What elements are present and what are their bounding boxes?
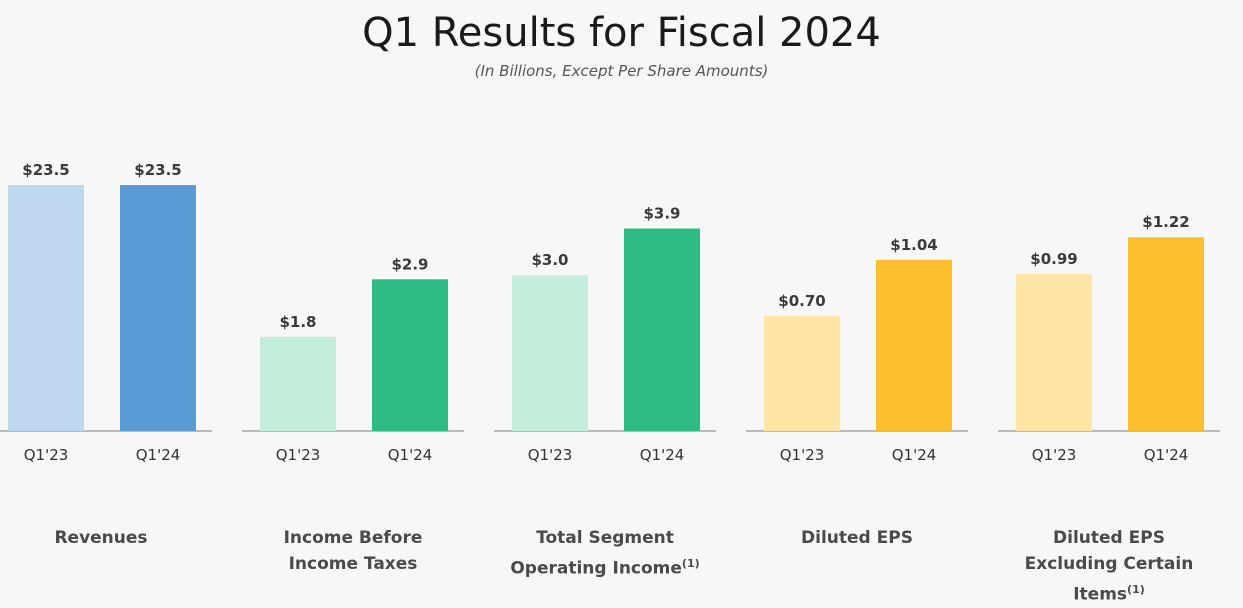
income-before-income-taxes-value-label-q1-24: $2.9 [391,255,428,273]
diluted-eps-excluding-certain-items-tick-label-q1-24: Q1'24 [1144,446,1189,464]
diluted-eps-excluding-certain-items-title-text: Excluding Certain Items [1024,554,1194,605]
income-before-income-taxes-title-line: Income Before [233,525,473,551]
diluted-eps-value-label-q1-24: $1.04 [890,236,937,254]
revenues-title: Revenues [0,525,221,551]
total-segment-operating-income-title-text: Operating Income [510,558,682,579]
diluted-eps-excluding-certain-items-title-line: Excluding Certain Items(1) [989,551,1229,608]
diluted-eps-title: Diluted EPS [737,525,977,551]
diluted-eps-value-label-q1-23: $0.70 [778,292,825,310]
total-segment-operating-income-title: Total Segment Operating Income(1) [485,525,725,582]
total-segment-operating-income-bar-q1-23 [512,275,588,431]
diluted-eps-excluding-certain-items-title-line: Diluted EPS [989,525,1229,551]
revenues-chart: $23.5 Q1'23 $23.5 Q1'24 [0,161,212,464]
total-segment-operating-income-tick-label-q1-23: Q1'23 [528,446,573,464]
income-before-income-taxes-chart: $1.8 Q1'23 $2.9 Q1'24 [242,255,464,464]
total-segment-operating-income-bar-q1-24 [624,228,700,431]
page-title: Q1 Results for Fiscal 2024 [362,10,881,56]
diluted-eps-tick-label-q1-24: Q1'24 [892,446,937,464]
revenues-tick-label-q1-23: Q1'23 [24,446,69,464]
total-segment-operating-income-title-text: Total Segment [536,528,674,548]
income-before-income-taxes-title-line: Income Taxes [233,551,473,577]
revenues-title-line: Revenues [0,525,221,551]
diluted-eps-excluding-certain-items-title-text: Diluted EPS [1053,528,1165,548]
revenues-tick-label-q1-24: Q1'24 [136,446,181,464]
revenues-bar-q1-23 [8,185,84,431]
diluted-eps-excluding-certain-items-bar-q1-23 [1016,273,1092,431]
income-before-income-taxes-bar-q1-24 [372,279,448,431]
diluted-eps-excluding-certain-items-bar-q1-24 [1128,237,1204,431]
diluted-eps-excluding-certain-items-chart: $0.99 Q1'23 $1.22 Q1'24 [998,213,1220,464]
revenues-value-label-q1-24: $23.5 [134,161,181,179]
diluted-eps-title-line: Diluted EPS [737,525,977,551]
page-subtitle: (In Billions, Except Per Share Amounts) [474,62,769,80]
total-segment-operating-income-tick-label-q1-24: Q1'24 [640,446,685,464]
diluted-eps-excluding-certain-items-title: Diluted EPS Excluding Certain Items(1) [989,525,1229,608]
total-segment-operating-income-value-label-q1-24: $3.9 [643,205,680,223]
diluted-eps-title-text: Diluted EPS [801,528,913,548]
income-before-income-taxes-title: Income Before Income Taxes [233,525,473,577]
diluted-eps-tick-label-q1-23: Q1'23 [780,446,825,464]
diluted-eps-excluding-certain-items-tick-label-q1-23: Q1'23 [1032,446,1077,464]
total-segment-operating-income-title-line: Operating Income(1) [485,551,725,582]
total-segment-operating-income-footnote-marker: (1) [681,557,700,570]
revenues-title-text: Revenues [54,528,148,548]
revenues-value-label-q1-23: $23.5 [22,161,69,179]
total-segment-operating-income-value-label-q1-23: $3.0 [531,251,568,269]
income-before-income-taxes-bar-q1-23 [260,336,336,431]
diluted-eps-bar-q1-24 [876,259,952,431]
income-before-income-taxes-tick-label-q1-24: Q1'24 [388,446,433,464]
diluted-eps-chart: $0.70 Q1'23 $1.04 Q1'24 [746,236,968,464]
diluted-eps-bar-q1-23 [764,315,840,431]
income-before-income-taxes-title-text: Income Before [283,528,423,548]
total-segment-operating-income-title-line: Total Segment [485,525,725,551]
revenues-bar-q1-24 [120,185,196,431]
diluted-eps-excluding-certain-items-value-label-q1-24: $1.22 [1142,213,1189,231]
income-before-income-taxes-value-label-q1-23: $1.8 [279,313,316,331]
diluted-eps-excluding-certain-items-footnote-marker: (1) [1127,583,1145,596]
income-before-income-taxes-tick-label-q1-23: Q1'23 [276,446,321,464]
total-segment-operating-income-chart: $3.0 Q1'23 $3.9 Q1'24 [494,205,716,464]
income-before-income-taxes-title-text: Income Taxes [288,554,418,574]
diluted-eps-excluding-certain-items-value-label-q1-23: $0.99 [1030,250,1077,268]
